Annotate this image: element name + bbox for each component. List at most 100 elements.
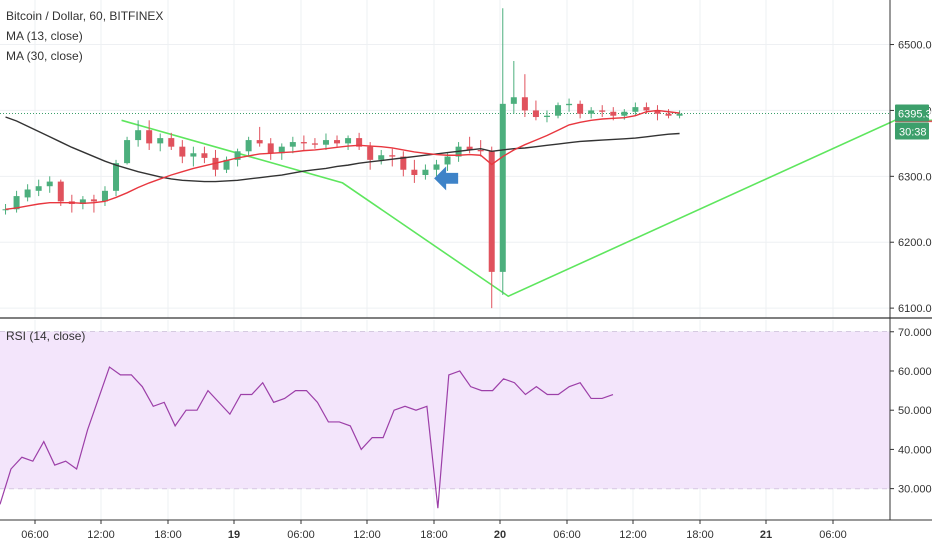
candle-body bbox=[289, 142, 296, 147]
candle-body bbox=[190, 153, 197, 157]
x-tick-label: 06:00 bbox=[287, 529, 315, 541]
candle-body bbox=[256, 140, 263, 144]
candle-body bbox=[300, 142, 307, 144]
candle-body bbox=[2, 209, 9, 211]
y-tick-label: 6300.0 bbox=[898, 171, 932, 183]
candle-body bbox=[168, 138, 175, 147]
x-tick-label: 12:00 bbox=[353, 529, 381, 541]
candle-body bbox=[146, 130, 153, 144]
x-tick-label: 06:00 bbox=[553, 529, 581, 541]
candle-body bbox=[411, 169, 418, 176]
x-tick-label: 20 bbox=[494, 529, 506, 541]
candle-body bbox=[234, 151, 241, 160]
candle-body bbox=[334, 140, 341, 144]
candle-body bbox=[101, 190, 108, 202]
x-tick-label: 06:00 bbox=[819, 529, 847, 541]
frame bbox=[0, 0, 932, 521]
candle-body bbox=[588, 110, 595, 114]
candle-body bbox=[577, 103, 584, 114]
candle-body bbox=[422, 169, 429, 176]
candle-body bbox=[311, 143, 318, 145]
candle-body bbox=[135, 130, 142, 141]
legend-ma30[interactable]: MA (30, close) bbox=[6, 49, 83, 63]
candle-body bbox=[267, 143, 274, 154]
legend-symbol[interactable]: Bitcoin / Dollar, 60, BITFINEX bbox=[6, 9, 164, 23]
rsi-line bbox=[0, 366, 614, 509]
ma13-line bbox=[5, 109, 680, 210]
candle-body bbox=[278, 146, 285, 154]
x-tick-label: 12:00 bbox=[619, 529, 647, 541]
x-tick-label: 18:00 bbox=[686, 529, 714, 541]
arrow-left-blue-icon bbox=[434, 166, 459, 191]
y-tick-label: 6500.0 bbox=[898, 40, 932, 52]
candle-body bbox=[621, 111, 628, 116]
x-tick-label: 12:00 bbox=[87, 529, 115, 541]
x-tick-label: 18:00 bbox=[154, 529, 182, 541]
candle-body bbox=[610, 111, 617, 116]
candle-body bbox=[46, 181, 53, 187]
candle-body bbox=[488, 151, 495, 272]
candle-body bbox=[79, 199, 86, 205]
candle-body bbox=[322, 140, 329, 145]
price-badge-bg bbox=[895, 104, 929, 122]
x-axis: 06:00 12:00 18:00 19 06:00 12:00 18:00 20 06:00 1… bbox=[21, 520, 847, 541]
trendline-path bbox=[121, 119, 932, 298]
y-tick-label: 6200.0 bbox=[898, 237, 932, 249]
candle-body bbox=[566, 103, 573, 106]
candle-body bbox=[665, 113, 672, 116]
candle-body bbox=[477, 149, 484, 152]
candle-body bbox=[654, 110, 661, 114]
trendline[interactable] bbox=[0, 113, 932, 298]
candle-body bbox=[35, 186, 42, 191]
rsi-path bbox=[0, 366, 614, 509]
candle-body bbox=[532, 110, 539, 118]
candle-body bbox=[367, 146, 374, 160]
price-badge: 6395.3 30:38 bbox=[895, 104, 932, 140]
candle-body bbox=[378, 155, 385, 160]
candle-body bbox=[499, 103, 506, 272]
x-tick-label: 21 bbox=[760, 529, 772, 541]
candle-body bbox=[201, 153, 208, 158]
x-tick-label: 06:00 bbox=[21, 529, 49, 541]
candle-body bbox=[433, 164, 440, 170]
countdown-badge-bg bbox=[895, 122, 929, 140]
candle-body bbox=[521, 97, 528, 111]
x-tick-label: 19 bbox=[228, 529, 240, 541]
legend-ma13[interactable]: MA (13, close) bbox=[6, 29, 83, 43]
candle-body bbox=[444, 156, 451, 165]
ma30-line bbox=[5, 116, 680, 183]
candle-body bbox=[466, 146, 473, 150]
candle-body bbox=[157, 138, 164, 144]
candle-body bbox=[124, 140, 131, 164]
candle-body bbox=[24, 189, 31, 198]
y-tick-label: 6100.0 bbox=[898, 303, 932, 315]
legend-rsi[interactable]: RSI (14, close) bbox=[6, 329, 86, 343]
candle-body bbox=[356, 138, 363, 147]
countdown-badge-value: 30:38 bbox=[899, 127, 927, 139]
candle-body bbox=[13, 196, 20, 210]
candle-body bbox=[179, 146, 186, 157]
price-badge-value: 6395.3 bbox=[898, 109, 932, 121]
candle-body bbox=[400, 156, 407, 170]
candle-body bbox=[113, 163, 120, 191]
candle-body bbox=[510, 97, 517, 104]
candle-body bbox=[643, 107, 650, 111]
candle-body bbox=[599, 110, 606, 112]
arrows[interactable] bbox=[434, 144, 932, 191]
candle-body bbox=[389, 155, 396, 157]
candle-body bbox=[223, 159, 230, 170]
candle-body bbox=[345, 138, 352, 144]
candle-body bbox=[245, 140, 252, 152]
candle-body bbox=[57, 181, 64, 202]
candle-body bbox=[676, 113, 683, 116]
candle-body bbox=[543, 115, 550, 118]
candle-body bbox=[555, 105, 562, 116]
ma-lines bbox=[5, 109, 680, 210]
x-tick-label: 18:00 bbox=[420, 529, 448, 541]
